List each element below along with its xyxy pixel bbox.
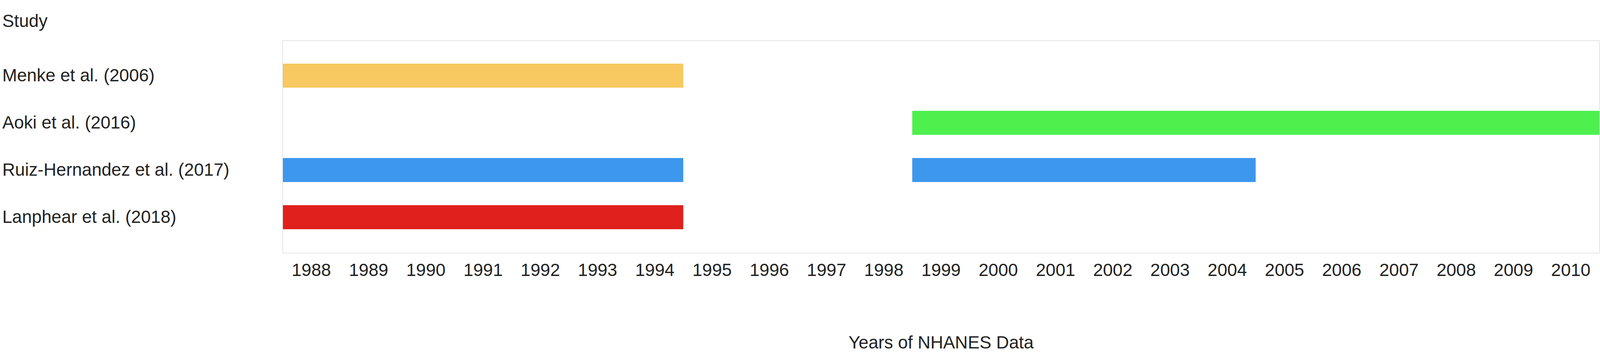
svg-text:1993: 1993: [578, 259, 618, 280]
svg-text:Aoki et al. (2016): Aoki et al. (2016): [2, 112, 137, 133]
svg-text:1992: 1992: [520, 259, 560, 280]
svg-text:2010: 2010: [1551, 259, 1591, 280]
svg-text:1994: 1994: [634, 259, 675, 280]
svg-text:Menke et al. (2006): Menke et al. (2006): [2, 65, 155, 86]
svg-text:1998: 1998: [864, 259, 904, 280]
svg-text:1990: 1990: [406, 259, 446, 280]
svg-text:1999: 1999: [921, 259, 961, 280]
svg-text:1995: 1995: [692, 259, 732, 280]
svg-text:2004: 2004: [1207, 259, 1247, 280]
svg-text:2005: 2005: [1264, 259, 1304, 280]
svg-text:2006: 2006: [1322, 259, 1362, 280]
svg-text:1997: 1997: [806, 259, 846, 280]
svg-text:1996: 1996: [749, 259, 789, 280]
svg-text:2001: 2001: [1035, 259, 1075, 280]
svg-text:2009: 2009: [1493, 259, 1534, 280]
svg-text:1991: 1991: [463, 259, 503, 280]
svg-text:Ruiz-Hernandez et al. (2017): Ruiz-Hernandez et al. (2017): [2, 159, 230, 180]
svg-text:1989: 1989: [349, 259, 389, 280]
svg-text:Study: Study: [2, 10, 48, 31]
svg-text:Years of NHANES Data: Years of NHANES Data: [848, 332, 1034, 352]
svg-text:2000: 2000: [978, 259, 1018, 280]
svg-text:2003: 2003: [1150, 259, 1190, 280]
svg-text:Lanphear et al. (2018): Lanphear et al. (2018): [2, 206, 177, 227]
svg-text:2002: 2002: [1093, 259, 1133, 280]
svg-text:2008: 2008: [1436, 259, 1476, 280]
svg-text:1988: 1988: [291, 259, 331, 280]
svg-text:2007: 2007: [1379, 259, 1419, 280]
